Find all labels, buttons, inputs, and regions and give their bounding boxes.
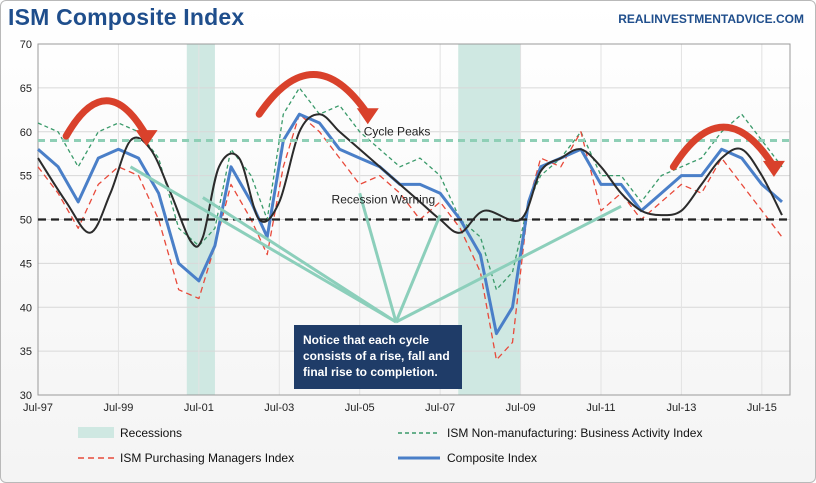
legend-swatch-recessions (78, 427, 114, 438)
y-tick-label-45: 45 (20, 258, 32, 270)
x-tick-label-0: Jul-97 (23, 402, 53, 414)
y-tick-label-35: 35 (20, 346, 32, 358)
series-line-composite (37, 112, 783, 336)
cycle-arrowhead-0 (135, 130, 158, 147)
legend-label-non-mfg: ISM Non-manufacturing: Business Activity… (447, 426, 703, 440)
x-tick-label-6: Jul-09 (506, 402, 536, 414)
recession-warning-label: Recession Warning (332, 193, 436, 207)
cycle-arrow-2 (669, 123, 778, 171)
callout-pointer-0 (129, 165, 397, 324)
legend-label-recessions: Recessions (120, 426, 183, 440)
x-tick-label-5: Jul-07 (425, 402, 455, 414)
y-tick-label-70: 70 (20, 39, 32, 51)
callout-pointer-1 (202, 196, 397, 324)
x-tick-label-4: Jul-05 (345, 402, 375, 414)
series-line-non-mfg (37, 87, 783, 291)
x-tick-label-1: Jul-99 (103, 402, 133, 414)
cycle-arrowhead-1 (356, 108, 379, 125)
cycle-trend-line (37, 113, 783, 248)
x-tick-label-2: Jul-01 (184, 402, 214, 414)
callout-pointer-2 (358, 192, 398, 323)
callout-box: Notice that each cycle consists of a ris… (294, 325, 462, 389)
x-tick-label-3: Jul-03 (264, 402, 294, 414)
x-tick-label-9: Jul-15 (747, 402, 777, 414)
cycle-arrow-1 (255, 71, 372, 118)
x-tick-label-7: Jul-11 (586, 402, 615, 414)
series-line-pmi (37, 113, 783, 361)
y-tick-label-55: 55 (20, 171, 32, 183)
y-tick-label-50: 50 (20, 215, 32, 227)
cycle-arrow-0 (62, 97, 151, 140)
y-tick-label-30: 30 (20, 390, 32, 402)
callout-pointer-3 (395, 205, 622, 324)
callout-pointer-4 (394, 214, 442, 323)
chart-title: ISM Composite Index (8, 4, 245, 30)
legend-label-pmi: ISM Purchasing Managers Index (120, 451, 295, 465)
y-tick-label-40: 40 (20, 302, 32, 314)
chart-source: REALINVESTMENTADVICE.COM (618, 12, 804, 26)
cycle-arrowhead-2 (762, 160, 785, 177)
x-tick-label-8: Jul-13 (666, 402, 696, 414)
cycle-peaks-label: Cycle Peaks (364, 125, 431, 139)
y-tick-label-65: 65 (20, 83, 32, 95)
y-tick-label-60: 60 (20, 127, 32, 139)
legend-label-composite: Composite Index (447, 451, 538, 465)
